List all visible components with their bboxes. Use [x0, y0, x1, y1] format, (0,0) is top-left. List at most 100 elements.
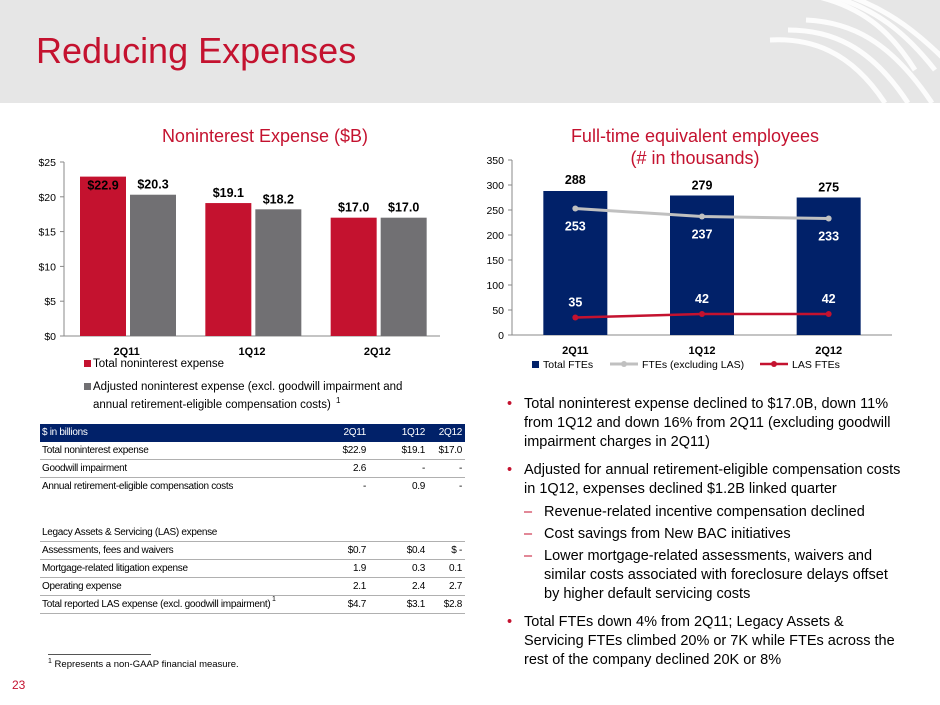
table-cell: -: [421, 463, 425, 474]
data-label: $17.0: [388, 201, 419, 215]
sub-bullet-item: – Lower mortgage-related assessments, wai…: [505, 547, 905, 604]
table-header-cell: 1Q12: [401, 427, 426, 438]
expense-table: $ in billions 2Q11 1Q12 2Q12 Total nonin…: [40, 424, 465, 614]
line-point: [699, 311, 705, 317]
footnote-text: Represents a non-GAAP financial measure.: [54, 659, 239, 671]
table-row-label: Annual retirement-eligible compensation …: [42, 481, 234, 492]
legend-label: FTEs (excluding LAS): [642, 359, 744, 371]
table-row: Legacy Assets & Servicing (LAS) expense: [40, 524, 465, 542]
table-cell: $19.1: [401, 445, 425, 456]
table-row-label: Total noninterest expense: [42, 445, 149, 456]
table-cell: $0.4: [406, 545, 426, 556]
data-label: 275: [818, 181, 839, 195]
table-cell: -: [458, 463, 462, 474]
y-tick-label: $20: [38, 192, 56, 204]
table-row-label: Goodwill impairment: [42, 463, 127, 474]
footnote-marker: 1: [272, 596, 276, 603]
header-band: [0, 0, 940, 103]
dash-icon: –: [524, 526, 533, 542]
y-tick-label: 300: [486, 180, 504, 192]
bullet-item: • Total noninterest expense declined to $…: [505, 395, 905, 452]
sub-bullet-text: Lower mortgage-related assessments, waiv…: [544, 548, 888, 602]
data-label: $18.2: [263, 192, 294, 206]
bullet-item: • Total FTEs down 4% from 2Q11; Legacy As…: [505, 613, 905, 670]
bullet-dot-icon: •: [507, 396, 513, 412]
legend-label: Total noninterest expense: [93, 358, 225, 370]
legend-label: LAS FTEs: [792, 359, 840, 371]
table-cell: $17.0: [438, 445, 462, 456]
y-tick-label: 250: [486, 205, 504, 217]
bar: [330, 217, 377, 336]
table-cell: 2.6: [352, 463, 366, 474]
data-label: 279: [692, 179, 713, 193]
dash-icon: –: [524, 548, 533, 564]
table-header-cell: 2Q12: [438, 427, 463, 438]
legend-swatch-navy: [532, 361, 539, 368]
y-tick-label: 0: [498, 330, 504, 342]
x-tick-label: 2Q11: [114, 346, 140, 358]
table-cell: 0.3: [411, 563, 425, 574]
table-header-cell: 2Q11: [343, 427, 366, 438]
bullet-text: Adjusted for annual retirement-eligible …: [524, 462, 901, 497]
legend-label: Total FTEs: [543, 359, 593, 371]
table-cell: $ -: [451, 545, 462, 556]
y-tick-label: 100: [486, 280, 504, 292]
bar: [380, 217, 427, 336]
dash-icon: –: [524, 504, 533, 520]
table-row: Annual retirement-eligible compensation …: [40, 478, 465, 496]
table-row: Operating expense 2.1 2.4 2.7: [40, 578, 465, 596]
sub-bullet-text: Cost savings from New BAC initiatives: [544, 526, 791, 542]
legend-marker: [771, 361, 777, 367]
y-tick-label: 200: [486, 230, 504, 242]
y-tick-label: 150: [486, 255, 504, 267]
table-row: Mortgage-related litigation expense 1.9 0.…: [40, 560, 465, 578]
table-header-cell: $ in billions: [42, 427, 88, 438]
data-label: $17.0: [338, 201, 369, 215]
table-row-label: Assessments, fees and waivers: [42, 545, 174, 556]
bullet-list: • Total noninterest expense declined to $…: [505, 395, 905, 679]
sub-bullet-item: – Cost savings from New BAC initiatives: [505, 525, 905, 544]
table-cell: 0.9: [411, 481, 425, 492]
footnote-marker: 1: [336, 396, 341, 405]
table-row-label: Legacy Assets & Servicing (LAS) expense: [42, 527, 218, 538]
data-label: $19.1: [213, 186, 244, 200]
x-tick-label: 1Q12: [239, 346, 266, 358]
data-label: 35: [568, 296, 582, 310]
right-chart-title-line1: Full-time equivalent employees: [570, 126, 820, 146]
table-row-label: Operating expense: [42, 581, 122, 592]
bar: [80, 176, 126, 336]
right-chart-title: Full-time equivalent employees (# in tho…: [540, 125, 850, 169]
y-tick-label: $5: [44, 296, 56, 308]
page-title: Reducing Expenses: [36, 30, 357, 71]
y-tick-label: 50: [492, 305, 504, 317]
table-cell: 0.1: [448, 563, 462, 574]
page-number: 23: [12, 678, 26, 692]
legend-swatch-red: [84, 360, 91, 367]
line-point: [825, 311, 832, 317]
table-cell: 2.7: [448, 581, 462, 592]
table-cell: 1.9: [352, 563, 366, 574]
table-cell: $0.7: [347, 545, 367, 556]
right-chart-title-line2: (# in thousands): [630, 148, 760, 168]
y-tick-label: $10: [38, 261, 56, 273]
x-tick-label: 2Q12: [815, 345, 842, 357]
x-tick-label: 1Q12: [689, 345, 716, 357]
bullet-text: Total noninterest expense declined to $1…: [524, 396, 891, 450]
bar: [543, 191, 608, 335]
line-point: [572, 314, 579, 321]
legend-swatch-gray: [84, 383, 91, 390]
line-point: [572, 205, 579, 212]
noninterest-expense-chart: $0 $5 $10 $15 $20 $25 $22.9 $20.3 2Q11 $19.1 $18.2…: [38, 157, 440, 358]
data-label: 288: [565, 173, 586, 187]
data-label: 42: [695, 292, 709, 306]
table-body: Total noninterest expense $22.9 $19.1 $17.0…: [40, 442, 465, 614]
left-chart-title: Noninterest Expense ($B): [161, 126, 369, 146]
footnote: 1 Represents a non-GAAP financial measur…: [48, 658, 239, 670]
table-cell: $3.1: [406, 599, 426, 610]
legend-label: Adjusted noninterest expense (excl. good…: [93, 381, 403, 411]
left-chart-legend: Total noninterest expense Adjusted nonin…: [84, 357, 424, 421]
bullet-text: Total FTEs down 4% from 2Q11; Legacy Ass…: [524, 614, 895, 668]
bar: [205, 203, 252, 336]
table-cell: $22.9: [342, 445, 366, 456]
footnote-divider: [48, 654, 151, 655]
